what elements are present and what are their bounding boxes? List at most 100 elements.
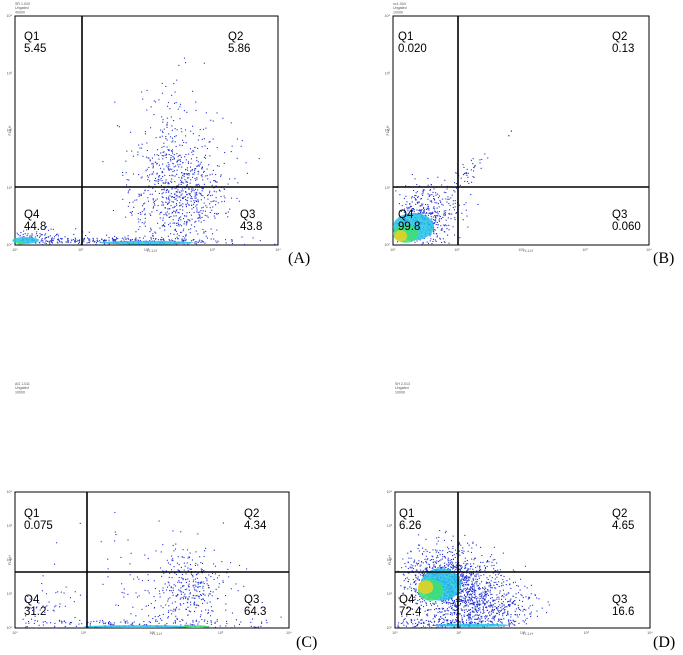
event-dot [213, 190, 215, 192]
event-dot [427, 204, 429, 206]
event-dot [430, 233, 432, 235]
event-dot [437, 626, 439, 628]
event-dot [187, 162, 189, 164]
event-dot [129, 211, 131, 213]
event-dot [463, 600, 465, 602]
event-dot [436, 202, 438, 204]
event-dot [435, 557, 437, 559]
event-dot [201, 240, 203, 242]
event-dot [466, 604, 468, 606]
event-dot [149, 159, 151, 161]
event-dot [157, 616, 159, 618]
event-dot [465, 622, 467, 624]
event-dot [418, 209, 420, 211]
event-dot [179, 196, 181, 198]
event-dot [496, 562, 498, 564]
event-dot [167, 162, 169, 164]
event-dot [461, 578, 463, 580]
event-dot [456, 172, 458, 174]
event-dot [447, 196, 449, 198]
event-dot [459, 574, 461, 576]
event-dot [100, 541, 102, 543]
event-dot [179, 620, 181, 622]
event-dot [522, 610, 524, 612]
event-dot [411, 210, 413, 212]
event-dot [446, 619, 448, 621]
event-dot [443, 225, 445, 227]
event-dot [78, 241, 80, 243]
event-dot [225, 242, 227, 244]
event-dot [193, 579, 195, 581]
event-dot [158, 164, 160, 166]
event-dot [139, 240, 141, 242]
event-dot [194, 147, 196, 149]
event-dot [497, 605, 499, 607]
event-dot [500, 585, 502, 587]
event-dot [212, 572, 214, 574]
event-dot [484, 567, 486, 569]
event-dot [507, 592, 509, 594]
event-dot [209, 155, 211, 157]
event-dot [497, 609, 499, 611]
event-dot [174, 188, 176, 190]
event-dot [241, 140, 243, 142]
event-dot [96, 620, 98, 622]
event-dot [140, 193, 142, 195]
event-dot [491, 605, 493, 607]
event-dot [447, 234, 449, 236]
event-dot [185, 573, 187, 575]
event-dot [437, 176, 439, 178]
event-dot [410, 621, 412, 623]
event-dot [443, 539, 445, 541]
event-dot [188, 204, 190, 206]
event-dot [163, 128, 165, 130]
event-dot [475, 622, 477, 624]
event-dot [451, 623, 453, 625]
event-dot [47, 609, 49, 611]
event-dot [174, 128, 176, 130]
event-dot [210, 590, 212, 592]
event-dot [432, 625, 434, 627]
event-dot [413, 596, 415, 598]
event-dot [196, 191, 198, 193]
event-dot [169, 590, 171, 592]
event-dot [502, 615, 504, 617]
event-dot [144, 217, 146, 219]
event-dot [191, 218, 193, 220]
event-dot [443, 627, 445, 629]
event-dot [433, 564, 435, 566]
quadrant-value-q2: 4.34 [244, 520, 267, 532]
event-dot [174, 622, 176, 624]
event-dot [154, 183, 156, 185]
event-dot [502, 579, 504, 581]
event-dot [125, 238, 127, 240]
event-dot [449, 205, 451, 207]
event-dot [129, 239, 131, 241]
event-dot [162, 189, 164, 191]
event-dot [192, 581, 194, 583]
event-dot [503, 608, 505, 610]
event-dot [449, 613, 451, 615]
event-dot [491, 622, 493, 624]
event-dot [141, 91, 143, 93]
event-dot [170, 136, 172, 138]
event-dot [155, 620, 157, 622]
event-dot [438, 608, 440, 610]
event-dot [174, 228, 176, 230]
event-dot [465, 602, 467, 604]
event-dot [141, 608, 143, 610]
event-dot [437, 203, 439, 205]
event-dot [172, 171, 174, 173]
event-dot [454, 234, 456, 236]
event-dot [444, 609, 446, 611]
event-dot [74, 237, 76, 239]
event-dot [450, 622, 452, 624]
event-dot [409, 586, 411, 588]
event-dot [443, 231, 445, 233]
event-dot [185, 181, 187, 183]
event-dot [146, 175, 148, 177]
event-dot [32, 609, 34, 611]
event-dot [187, 161, 189, 163]
event-dot [28, 621, 30, 623]
event-dot [164, 207, 166, 209]
